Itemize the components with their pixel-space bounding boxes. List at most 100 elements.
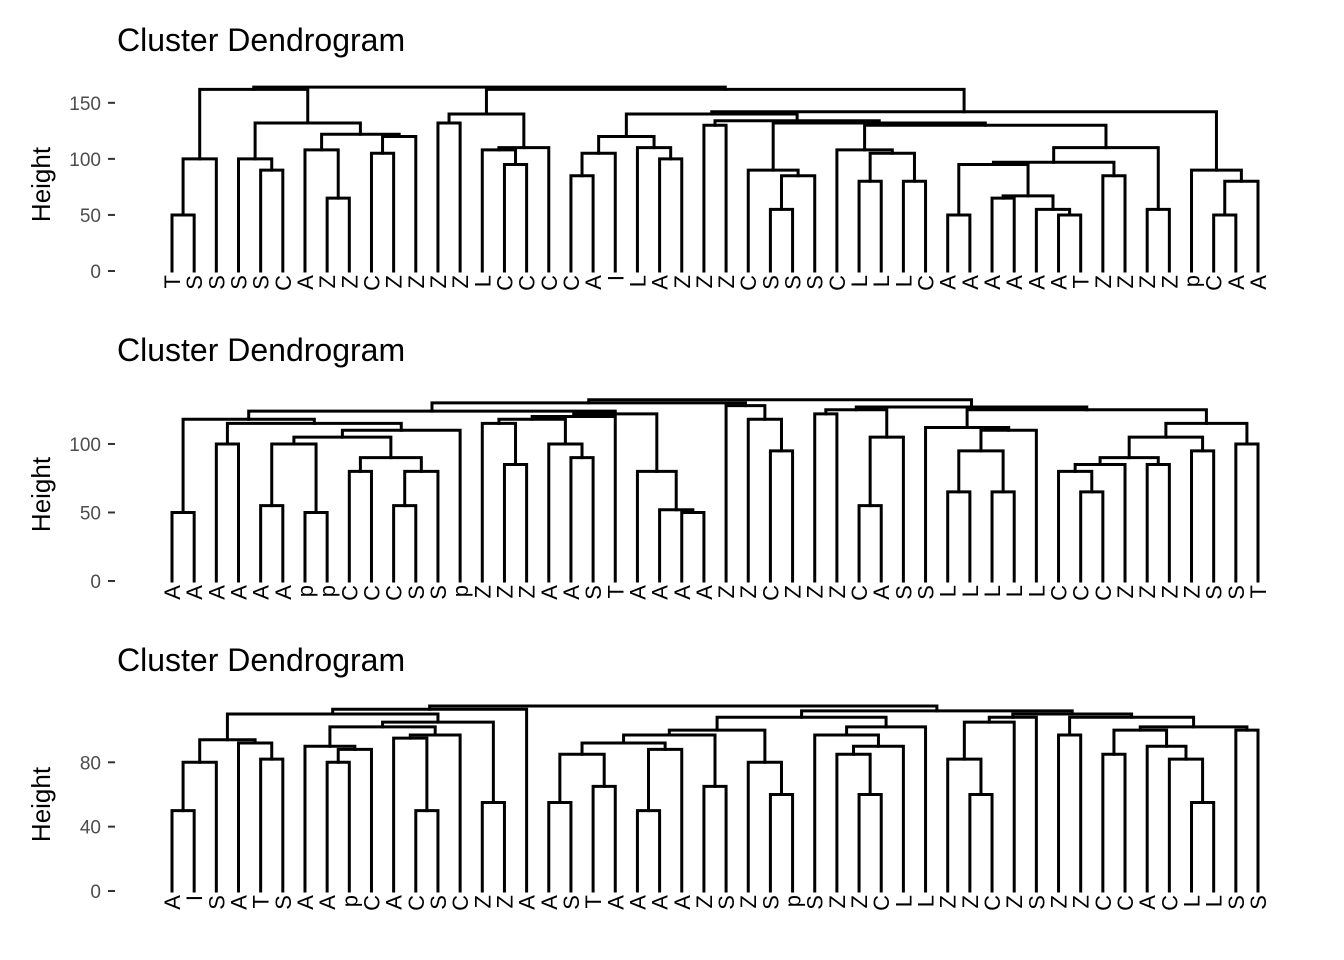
dendrogram-branch xyxy=(408,733,462,893)
leaf-label: S xyxy=(426,895,451,910)
leaf-label: A xyxy=(648,275,673,290)
dendrogram-branch xyxy=(428,704,939,713)
dendrogram-plot: Height050100AAAAAAppCCCSSpZZZAASTAAAAZZC… xyxy=(26,398,1271,601)
leaf-label: A xyxy=(648,895,673,910)
leaf-label: Z xyxy=(847,895,872,908)
leaf-label: A xyxy=(382,895,407,910)
dendrogram-branch xyxy=(635,809,662,893)
dendrogram-branch xyxy=(702,784,728,893)
leaf-label: T xyxy=(160,275,185,288)
leaf-label: Z xyxy=(692,895,717,908)
dendrogram-branch xyxy=(331,707,529,893)
dendrogram-branch xyxy=(403,469,440,583)
leaf-label: A xyxy=(249,585,274,600)
dendrogram-branch xyxy=(968,792,994,893)
dendrogram-branch xyxy=(236,741,274,893)
dendrogram-branch xyxy=(868,151,916,183)
leaf-label: Z xyxy=(448,275,473,288)
leaf-label: Z xyxy=(670,275,695,288)
dendrogram-branch xyxy=(1234,442,1260,583)
leaf-label: L xyxy=(625,275,650,287)
leaf-label: Z xyxy=(515,585,540,598)
dendrogram-branch xyxy=(414,809,440,893)
dendrogram-branch xyxy=(392,504,418,583)
y-tick-label: 0 xyxy=(90,882,101,903)
dendrogram-branch xyxy=(635,146,673,273)
leaf-label: S xyxy=(891,585,916,600)
dendrogram-branch xyxy=(702,123,728,273)
leaf-label: Z xyxy=(825,895,850,908)
leaf-label: A xyxy=(625,895,650,910)
dendrogram-branch xyxy=(1034,207,1072,273)
leaf-label: Z xyxy=(492,895,517,908)
dendrogram-branch xyxy=(587,398,974,409)
dendrogram-branch xyxy=(303,148,340,273)
leaf-label: C xyxy=(448,895,473,911)
leaf-label: A xyxy=(160,895,185,910)
leaf-label: Z xyxy=(1047,895,1072,908)
leaf-label: C xyxy=(1069,585,1094,601)
dendrogram-branch xyxy=(497,146,551,273)
dendrogram-branch xyxy=(480,801,506,893)
leaf-label: Z xyxy=(426,275,451,288)
dendrogram-branch xyxy=(1145,207,1171,273)
dendrogram-branch xyxy=(547,442,584,583)
leaf-label: L xyxy=(936,585,961,597)
leaf-label: A xyxy=(869,585,894,600)
leaf-label: A xyxy=(980,275,1005,290)
leaf-label: C xyxy=(537,275,562,291)
chart-title: Cluster Dendrogram xyxy=(117,642,406,678)
leaf-label: Z xyxy=(736,585,761,598)
dendrogram-branch xyxy=(857,179,883,273)
dendrogram-branch xyxy=(979,428,1038,583)
leaf-label: T xyxy=(249,895,274,908)
dendrogram-branch xyxy=(1234,728,1260,893)
dendrogram-branch xyxy=(946,490,972,583)
leaf-label: Z xyxy=(1180,585,1205,598)
dendrogram-branch xyxy=(597,134,656,155)
dendrogram-branch xyxy=(181,760,218,893)
leaf-label: L xyxy=(847,275,872,287)
leaf-label: L xyxy=(1180,895,1205,907)
leaf-label: Z xyxy=(714,585,739,598)
dendrogram-branch xyxy=(852,744,905,893)
y-axis-label: Height xyxy=(26,146,56,222)
leaf-label: Z xyxy=(781,585,806,598)
leaf-label: S xyxy=(914,585,939,600)
leaf-label: A xyxy=(515,895,540,910)
leaf-label: C xyxy=(914,275,939,291)
leaf-label: A xyxy=(692,585,717,600)
dendrogram-branch xyxy=(901,179,928,273)
leaf-label: C xyxy=(758,585,783,601)
leaf-label: S xyxy=(581,585,606,600)
dendrogram-branch xyxy=(547,801,573,893)
dendrogram-branch xyxy=(358,456,423,473)
leaf-label: Z xyxy=(1091,275,1116,288)
leaf-label: p xyxy=(337,895,362,907)
dendrogram-branch xyxy=(181,417,316,514)
leaf-label: Z xyxy=(825,585,850,598)
dendrogram-panel-1: Cluster Dendrogram Height 0 50 100 150 T S S S S C… xyxy=(0,0,1344,320)
leaf-label: A xyxy=(537,585,562,600)
leaf-label: C xyxy=(1113,895,1138,911)
leaf-label: C xyxy=(869,895,894,911)
dendrogram-branch xyxy=(746,417,783,583)
dendrogram-plot: Height04080AISATSAApCACSCZZAASTAAAAZSZSp… xyxy=(26,704,1271,911)
leaf-label: L xyxy=(958,585,983,597)
leaf-label: C xyxy=(271,275,296,291)
leaf-label: Z xyxy=(1157,585,1182,598)
dendrogram-branch xyxy=(680,510,706,583)
leaf-label: S xyxy=(1024,895,1049,910)
leaf-label: Z xyxy=(803,585,828,598)
dendrogram-branch xyxy=(1073,463,1127,583)
leaf-label: C xyxy=(1157,895,1182,911)
dendrogram-branch xyxy=(868,435,905,583)
leaf-label: S xyxy=(758,895,783,910)
dendrogram-branch xyxy=(259,757,285,893)
dendrogram-branch xyxy=(392,736,429,893)
y-tick-label: 0 xyxy=(90,572,101,593)
leaf-label: p xyxy=(315,585,340,597)
dendrogram-branch xyxy=(325,196,351,273)
